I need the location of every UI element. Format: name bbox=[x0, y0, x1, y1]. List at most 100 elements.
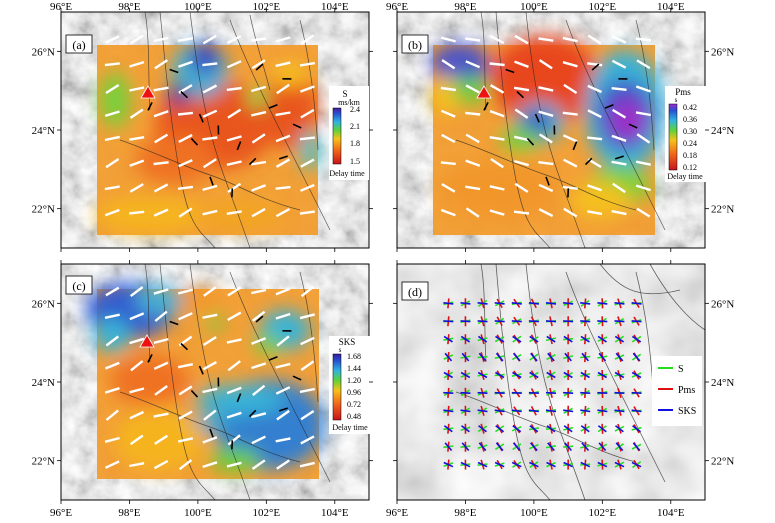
panel-d-mark-32 bbox=[460, 461, 471, 468]
panel-c-obs-bar-13 bbox=[255, 315, 264, 323]
panel-d-mark-68 bbox=[478, 425, 487, 433]
panel-b-fast-bar-14 bbox=[465, 60, 481, 69]
panel-d-mark-107 bbox=[494, 371, 505, 379]
colorbar-b-tick-2: 0.30 bbox=[683, 127, 697, 136]
panel-a-fast-bar-41 bbox=[227, 182, 242, 193]
panel-d-mark-119 bbox=[494, 302, 505, 305]
panel-a-fast-bar-64 bbox=[299, 210, 315, 215]
panel-d-mark-5 bbox=[444, 442, 453, 452]
panel-b-fast-bar-58 bbox=[611, 160, 627, 166]
panel-b-fast-bar-54 bbox=[587, 62, 603, 67]
label-c-lon-2: 100°E bbox=[184, 507, 212, 519]
colorbar-b: Pms s 0.42 0.36 0.30 0.24 0.18 0.12 Dela… bbox=[665, 86, 707, 182]
panel-d-mark-17 bbox=[443, 371, 454, 379]
panel-d-mark-242 bbox=[580, 461, 591, 468]
panel-d-mark-308 bbox=[615, 425, 624, 433]
label-c-lat-2: 26°N bbox=[32, 298, 55, 310]
panel-b-obs-bar-5 bbox=[584, 157, 593, 166]
panel-c-label: (c) bbox=[72, 279, 85, 293]
panel-d-mark-275 bbox=[598, 442, 607, 452]
panel-a-label-box bbox=[65, 34, 93, 54]
panel-d-mark-233 bbox=[563, 335, 573, 343]
colorbar-c-unit: s bbox=[339, 346, 342, 354]
panel-b-fast-bar-32 bbox=[538, 208, 554, 218]
panel-b-fast-bar-53 bbox=[587, 84, 602, 94]
panel-d-label-box bbox=[401, 281, 429, 301]
panel-b-fast-bar-42 bbox=[563, 158, 578, 168]
panel-c-obs-bar-4 bbox=[236, 393, 242, 403]
panel-d-mark-197 bbox=[546, 371, 556, 379]
colorbar-b-title: Pms bbox=[675, 87, 691, 97]
colorbar-c-tick-2: 1.20 bbox=[347, 376, 361, 385]
panel-d-mark-287 bbox=[597, 371, 608, 379]
panel-b-fast-bar-19 bbox=[489, 136, 505, 141]
panel-d-mark-53 bbox=[460, 335, 471, 343]
panel-a-fast-bar-4 bbox=[104, 110, 120, 118]
panel-b-fast-bar-35 bbox=[538, 133, 553, 144]
panel-c-fast-bar-40 bbox=[226, 461, 242, 468]
label-a-lon-2: 100°E bbox=[184, 1, 212, 13]
label-b-lat-1: 24°N bbox=[711, 125, 734, 137]
panel-d-mark-191 bbox=[545, 409, 557, 413]
panel-a-fast-bar-55 bbox=[251, 37, 267, 42]
panel-b-fast-bar-36 bbox=[538, 110, 554, 117]
colorbar-b-tick-4: 0.18 bbox=[683, 151, 697, 160]
panel-a-fast-bar-65 bbox=[300, 183, 315, 192]
panel-a-fast-bar-48 bbox=[251, 207, 266, 218]
panel-b-obs-bar-6 bbox=[604, 103, 614, 109]
panel-c-fast-bar-27 bbox=[178, 385, 193, 396]
panel-a-fast-bar-21 bbox=[153, 86, 169, 92]
panel-c-field bbox=[85, 282, 325, 479]
panel-a-fast-bar-1 bbox=[104, 185, 120, 191]
panel-b-fast-bar-49 bbox=[587, 184, 603, 192]
panel-c-fast-bar-28 bbox=[177, 363, 194, 369]
panel-c-fast-bar-23 bbox=[153, 288, 169, 295]
colorbar-a-tick-0: 2.4 bbox=[350, 105, 360, 114]
panel-c-fast-bar-15 bbox=[129, 286, 144, 298]
panel-d-mark-26 bbox=[443, 320, 454, 323]
colorbar-a-tick-2: 1.8 bbox=[350, 139, 360, 148]
panel-a-fast-bar-19 bbox=[154, 133, 169, 144]
panel-a-fast-bar-2 bbox=[105, 158, 120, 169]
label-a-lon-0: 96°E bbox=[50, 1, 72, 13]
panel-a-fast-bar-69 bbox=[299, 85, 315, 93]
panel-c-fast-bar-6 bbox=[104, 313, 120, 319]
panel-d-mark-347 bbox=[631, 371, 642, 379]
label-a-lat-0: 22°N bbox=[32, 204, 55, 216]
panel-c-fast-bar-62 bbox=[275, 312, 291, 320]
colorbar-b-footer: Delay time bbox=[667, 172, 703, 181]
label-c-lat-1: 24°N bbox=[32, 377, 55, 389]
panel-c-fast-bar-21 bbox=[153, 337, 169, 345]
panel-b-obs-bar-4 bbox=[572, 141, 578, 151]
panel-d-mark-227 bbox=[563, 371, 573, 379]
panel-c-obs-bar-14 bbox=[278, 407, 288, 412]
panel-c-fast-bar-44 bbox=[227, 360, 241, 372]
panel-c-fast-bar-51 bbox=[252, 384, 266, 397]
label-a-lon-1: 98°E bbox=[118, 1, 140, 13]
colorbar-a-unit: ms/km bbox=[338, 98, 361, 107]
panel-d-mark-218 bbox=[563, 425, 573, 433]
panel-b-fast-bar-21 bbox=[490, 84, 505, 94]
panel-a-fast-bar-50 bbox=[251, 160, 267, 166]
label-b-lat-0: 22°N bbox=[711, 204, 734, 216]
colorbar-a-footer: Delay time bbox=[329, 169, 365, 178]
panel-b-fast-bar-37 bbox=[538, 86, 554, 92]
panel-c-fast-bar-18 bbox=[153, 412, 169, 418]
panel-a-fast-bar-58 bbox=[275, 158, 291, 168]
panel-a-fast-bar-23 bbox=[153, 36, 169, 43]
panel-a-fast-bar-36 bbox=[202, 109, 218, 118]
legend-sks-label: SKS bbox=[678, 406, 696, 417]
panel-d-mark-293 bbox=[597, 335, 607, 343]
panel-d-mark-77 bbox=[477, 371, 488, 379]
panel-b-label-box bbox=[401, 34, 429, 54]
panel-a-fast-bar-33 bbox=[202, 184, 218, 192]
panel-c-fast-bar-3 bbox=[104, 387, 120, 394]
panel-a-fast-bar-12 bbox=[129, 108, 144, 119]
panel-b-fast-bar-16 bbox=[489, 209, 505, 216]
panel-a-fast-bar-51 bbox=[251, 133, 266, 144]
colorbar-b-unit: s bbox=[675, 96, 678, 104]
panel-d-mark-125 bbox=[512, 442, 521, 452]
panel-d-mark-200 bbox=[547, 352, 555, 362]
panel-c-fast-bar-8 bbox=[129, 462, 145, 468]
panel-c-fast-bar-60 bbox=[275, 362, 291, 369]
